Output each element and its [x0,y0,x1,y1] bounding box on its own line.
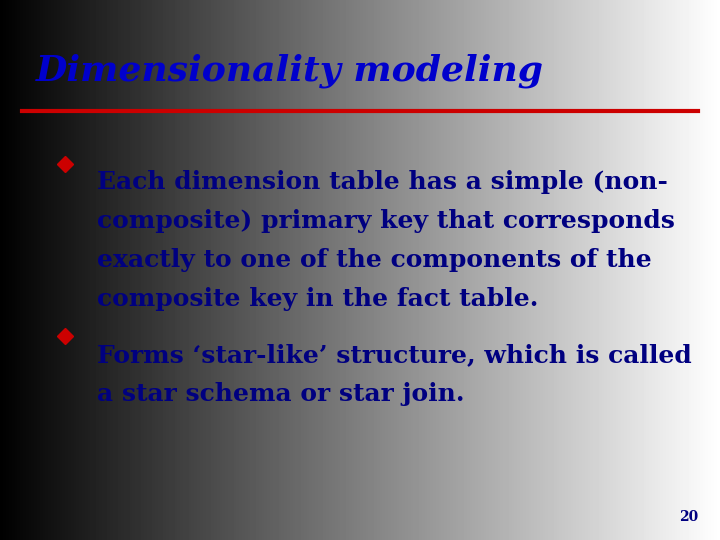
Text: Dimensionality modeling: Dimensionality modeling [36,54,544,89]
Text: Forms ‘star-like’ structure, which is called: Forms ‘star-like’ structure, which is ca… [97,343,692,367]
Text: composite) primary key that corresponds: composite) primary key that corresponds [97,209,675,233]
Text: Each dimension table has a simple (non-: Each dimension table has a simple (non- [97,170,668,194]
Text: composite key in the fact table.: composite key in the fact table. [97,287,539,310]
Text: 20: 20 [679,510,698,524]
Text: a star schema or star join.: a star schema or star join. [97,382,464,406]
Text: exactly to one of the components of the: exactly to one of the components of the [97,248,652,272]
